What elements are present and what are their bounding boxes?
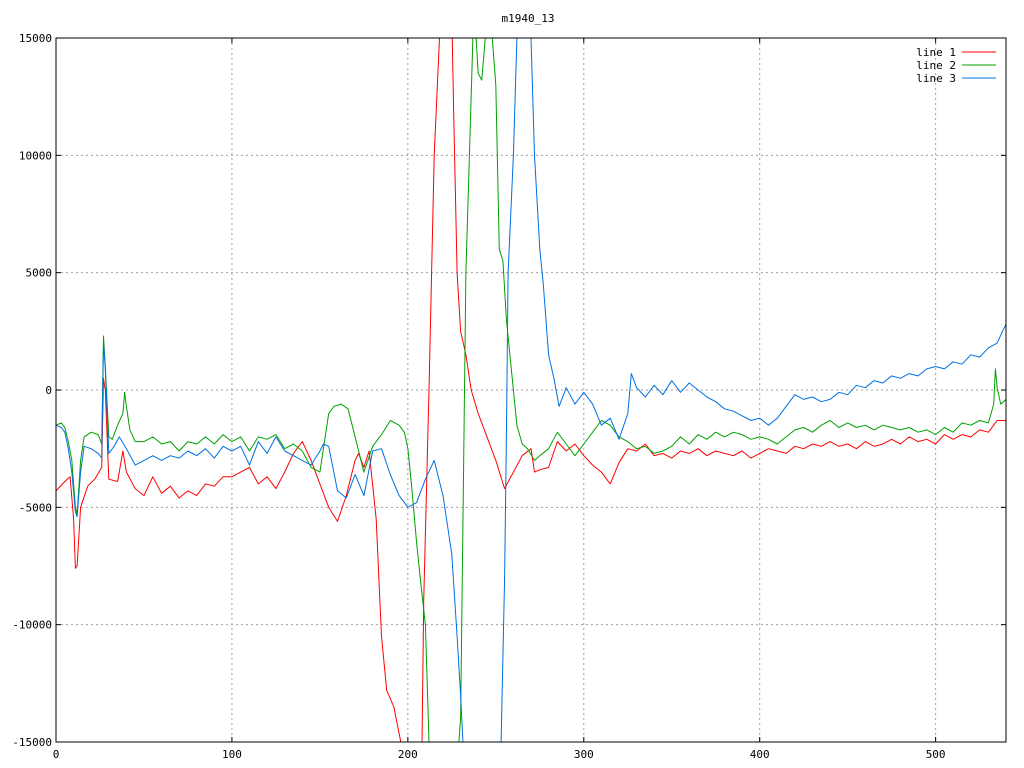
x-tick-label: 300 — [574, 748, 594, 761]
y-tick-label: 15000 — [19, 32, 52, 45]
chart-title: m1940_13 — [502, 12, 555, 25]
legend-label-1: line 1 — [916, 46, 956, 59]
axis-ticks: -15000 -10000 -5000 0 5000 10000 15000 0 100 200 3… — [12, 32, 1006, 761]
series-line-2 — [56, 38, 1006, 742]
series-line-1 — [56, 38, 1006, 742]
y-tick-label: 10000 — [19, 149, 52, 162]
plot-border — [55, 37, 1007, 743]
x-tick-label: 200 — [398, 748, 418, 761]
y-tick-label: -15000 — [12, 736, 52, 749]
x-tick-label: 500 — [926, 748, 946, 761]
legend-label-2: line 2 — [916, 59, 956, 72]
x-tick-label: 400 — [750, 748, 770, 761]
series-lines — [56, 38, 1006, 742]
y-tick-label: 5000 — [26, 267, 53, 280]
y-tick-label: -5000 — [19, 501, 52, 514]
y-tick-label: -10000 — [12, 619, 52, 632]
grid — [56, 38, 1006, 742]
legend-label-3: line 3 — [916, 72, 956, 85]
x-tick-label: 0 — [53, 748, 60, 761]
y-tick-label: 0 — [45, 384, 52, 397]
x-tick-label: 100 — [222, 748, 242, 761]
series-line-3 — [56, 38, 1006, 742]
